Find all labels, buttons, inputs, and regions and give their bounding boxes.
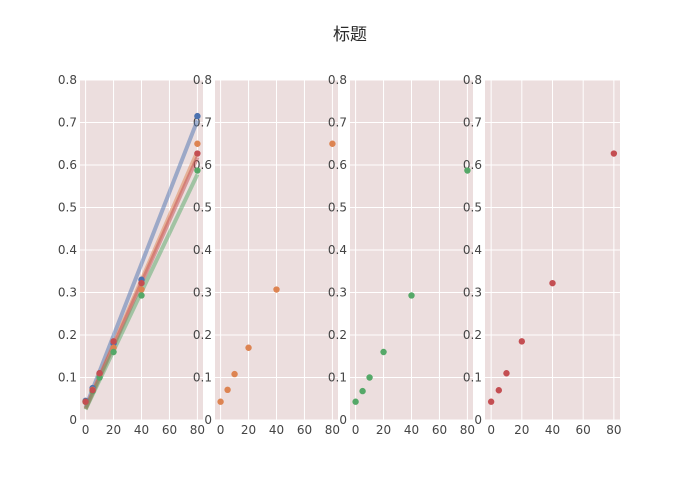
panel-2-x-tick-label: 40: [269, 423, 284, 437]
panel-4-data-point: [495, 387, 503, 394]
panel-1-data-point: [194, 140, 201, 147]
panel-1-data-point: [194, 150, 201, 157]
panel-2-x-tick-label: 20: [241, 423, 256, 437]
panel-1-y-tick-label: 0: [69, 413, 77, 427]
panel-2-x-tick-label: 60: [297, 423, 312, 437]
panel-2-y-tick-label: 0: [204, 413, 212, 427]
panel-1-fit-line: [83, 119, 200, 408]
panel-3-y-tick-label: 0.2: [328, 328, 347, 342]
panel-2-data-point: [273, 286, 280, 293]
panel-1-y-tick-label: 0.4: [58, 243, 77, 257]
panel-3-x-tick-label: 60: [432, 423, 447, 437]
panel-2-data-point: [329, 140, 336, 147]
panel-3-data-point: [464, 167, 471, 174]
panel-1-x-tick-label: 40: [134, 423, 149, 437]
panel-4-y-tick-label: 0.7: [463, 116, 482, 130]
panel-3-data-point: [352, 398, 359, 405]
panel-4-x-tick-label: 40: [545, 423, 560, 437]
panel-4-x-tick-label: 80: [606, 423, 621, 437]
panel-3-y-tick-label: 0.5: [328, 201, 347, 215]
panel-4-y-tick-label: 0.2: [463, 328, 482, 342]
panel-4-y-tick-label: 0.3: [463, 286, 482, 300]
panel-4-data-point: [549, 279, 556, 287]
panel-4-x-tick-label: 20: [514, 423, 529, 437]
panel-1-x-tick-label: 80: [190, 423, 205, 437]
panel-3-x-tick-label: 80: [460, 423, 475, 437]
panel-2-y-tick-label: 0.2: [193, 328, 212, 342]
panel-1-data-point: [138, 292, 145, 299]
panel-2-y-tick-label: 0.4: [193, 243, 212, 257]
panel-3-y-tick-label: 0.3: [328, 286, 347, 300]
panel-4-y-tick-label: 0.1: [463, 371, 482, 385]
panel-1-x-tick-label: 0: [82, 423, 90, 437]
panel-3-y-tick-label: 0.6: [328, 158, 347, 172]
chart-title: 标题: [333, 25, 367, 45]
panel-4-data-point: [503, 370, 510, 377]
panel-1-y-tick-label: 0.5: [58, 201, 77, 215]
panel-1-y-tick-label: 0.2: [58, 328, 77, 342]
panel-4-y-tick-label: 0: [474, 413, 482, 427]
panel-3-y-tick-label: 0: [339, 413, 347, 427]
panel-1-data-point: [89, 387, 96, 394]
panel-1-data-point: [138, 279, 145, 287]
panel-2-y-tick-label: 0.5: [193, 201, 212, 215]
panel-1-y-tick-label: 0.7: [58, 116, 77, 130]
panel-1-y-tick-label: 0.8: [58, 73, 77, 87]
panel-3-data-point: [359, 387, 366, 395]
panel-4-x-tick-label: 60: [576, 423, 591, 437]
panel-3-x-tick-label: 20: [376, 423, 391, 437]
panel-4-x-tick-label: 0: [487, 423, 495, 437]
panel-4-data-point: [518, 338, 526, 345]
panel-3-y-tick-label: 0.1: [328, 371, 347, 385]
panel-2-x-tick-label: 0: [217, 423, 225, 437]
panel-1-data-point: [194, 167, 201, 174]
panel-4-data-point: [487, 398, 495, 405]
panel-1-y-tick-label: 0.6: [58, 158, 77, 172]
panel-4-y-tick-label: 0.5: [463, 201, 482, 215]
panel-1-data-point: [96, 370, 103, 377]
panel-3-y-tick-label: 0.7: [328, 116, 347, 130]
panel-1-data-point: [138, 286, 145, 293]
panel-4-y-tick-label: 0.8: [463, 73, 482, 87]
panel-3-y-tick-label: 0.4: [328, 243, 347, 257]
panel-1-data-point: [194, 112, 201, 120]
panel-3-x-tick-label: 0: [352, 423, 360, 437]
panel-2-data-point: [224, 386, 231, 394]
panel-1-data-point: [110, 348, 117, 356]
panel-2-y-tick-label: 0.3: [193, 286, 212, 300]
panel-2-y-tick-label: 0.1: [193, 371, 212, 385]
panel-3-x-tick-label: 40: [404, 423, 419, 437]
panel-2-y-tick-label: 0.8: [193, 73, 212, 87]
panel-1-y-tick-label: 0.3: [58, 286, 77, 300]
panel-3-data-point: [380, 348, 387, 356]
panel-3-data-point: [408, 292, 415, 299]
panel-3-y-tick-label: 0.8: [328, 73, 347, 87]
panel-1-x-tick-label: 20: [106, 423, 121, 437]
panel-1-data-point: [82, 398, 89, 405]
panel-1-y-tick-label: 0.1: [58, 371, 77, 385]
panel-2-data-point: [245, 344, 252, 351]
panel-2-x-tick-label: 80: [325, 423, 340, 437]
panel-2-data-point: [231, 370, 238, 378]
panel-1-x-tick-label: 60: [162, 423, 177, 437]
panel-1-data-point: [110, 338, 117, 345]
panel-4-data-point: [610, 150, 618, 157]
panel-3-data-point: [366, 374, 373, 381]
panel-2-data-point: [217, 398, 224, 405]
panel-4-y-tick-label: 0.4: [463, 243, 482, 257]
